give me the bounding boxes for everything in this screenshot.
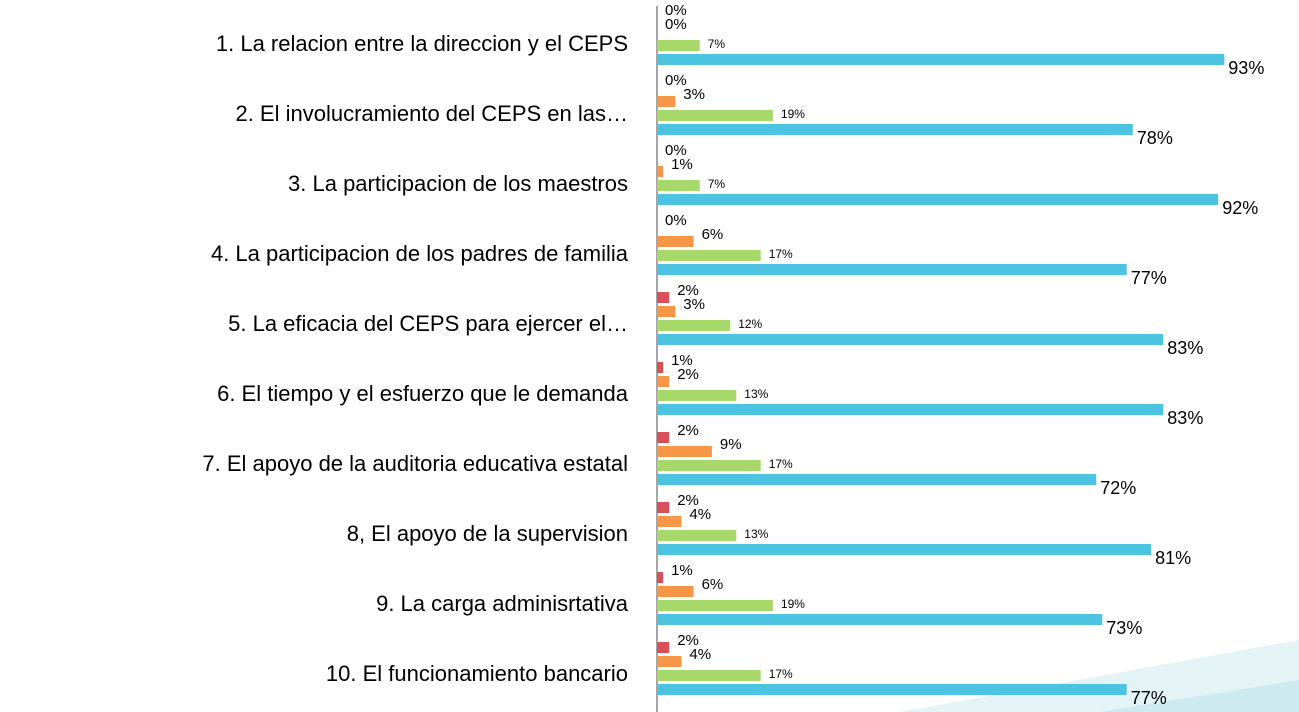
value-label: 0%	[665, 2, 687, 19]
bar	[657, 166, 664, 177]
bar	[657, 236, 694, 247]
value-label: 9%	[720, 436, 742, 453]
bar	[657, 264, 1127, 275]
value-label: 77%	[1131, 268, 1167, 288]
value-label: 0%	[665, 72, 687, 89]
bar	[657, 460, 761, 471]
bar	[657, 334, 1164, 345]
value-label: 6%	[702, 226, 724, 243]
bar	[657, 502, 670, 513]
value-label: 3%	[683, 296, 705, 313]
category-label: 9. La carga adminisrtativa	[376, 591, 629, 616]
bar	[657, 586, 694, 597]
bar	[657, 544, 1152, 555]
bar	[657, 516, 682, 527]
bar	[657, 684, 1127, 695]
bar	[657, 614, 1103, 625]
category-label: 6. El tiempo y el esfuerzo que le demand…	[217, 381, 629, 406]
value-label: 93%	[1228, 58, 1264, 78]
bar	[657, 530, 737, 541]
category-label: 5. La eficacia del CEPS para ejercer el…	[228, 311, 628, 336]
value-label: 2%	[677, 282, 699, 299]
category-label: 4. La participacion de los padres de fam…	[211, 241, 629, 266]
value-label: 73%	[1106, 618, 1142, 638]
bar	[657, 474, 1097, 485]
value-label: 19%	[781, 597, 805, 611]
value-label: 1%	[671, 352, 693, 369]
bar	[657, 110, 773, 121]
category-label: 3. La participacion de los maestros	[288, 171, 628, 196]
bar	[657, 40, 700, 51]
value-label: 83%	[1167, 338, 1203, 358]
bar	[657, 404, 1164, 415]
category-label: 7. El apoyo de la auditoria educativa es…	[202, 451, 628, 476]
value-label: 2%	[677, 492, 699, 509]
bar	[657, 124, 1133, 135]
bar	[657, 250, 761, 261]
bar	[657, 292, 670, 303]
bar	[657, 376, 670, 387]
bar	[657, 432, 670, 443]
category-label: 1. La relacion entre la direccion y el C…	[216, 31, 628, 56]
value-label: 17%	[769, 667, 793, 681]
value-label: 17%	[769, 457, 793, 471]
value-label: 2%	[677, 632, 699, 649]
bar	[657, 656, 682, 667]
value-label: 6%	[702, 576, 724, 593]
value-label: 0%	[665, 212, 687, 229]
bar	[657, 670, 761, 681]
bar	[657, 362, 664, 373]
bar	[657, 194, 1219, 205]
value-label: 4%	[689, 506, 711, 523]
bar	[657, 320, 731, 331]
bar	[657, 390, 737, 401]
bar	[657, 600, 773, 611]
bar	[657, 180, 700, 191]
category-label: 8, El apoyo de la supervision	[347, 521, 628, 546]
value-label: 81%	[1155, 548, 1191, 568]
value-label: 0%	[665, 16, 687, 33]
value-label: 83%	[1167, 408, 1203, 428]
value-label: 17%	[769, 247, 793, 261]
bar	[657, 96, 676, 107]
value-label: 1%	[671, 562, 693, 579]
value-label: 1%	[671, 156, 693, 173]
value-label: 3%	[683, 86, 705, 103]
category-label: 10. El funcionamiento bancario	[326, 661, 628, 686]
bar	[657, 642, 670, 653]
value-label: 77%	[1131, 688, 1167, 708]
value-label: 92%	[1222, 198, 1258, 218]
value-label: 2%	[677, 422, 699, 439]
decoration	[1100, 680, 1299, 712]
value-label: 4%	[689, 646, 711, 663]
value-label: 13%	[744, 527, 768, 541]
value-label: 78%	[1137, 128, 1173, 148]
value-label: 12%	[738, 317, 762, 331]
bar	[657, 306, 676, 317]
value-label: 72%	[1100, 478, 1136, 498]
value-label: 13%	[744, 387, 768, 401]
category-label: 2. El involucramiento del CEPS en las…	[235, 101, 628, 126]
bar	[657, 54, 1225, 65]
value-label: 0%	[665, 142, 687, 159]
bar	[657, 446, 712, 457]
value-label: 7%	[708, 37, 726, 51]
bar	[657, 572, 664, 583]
value-label: 7%	[708, 177, 726, 191]
value-label: 2%	[677, 366, 699, 383]
value-label: 19%	[781, 107, 805, 121]
